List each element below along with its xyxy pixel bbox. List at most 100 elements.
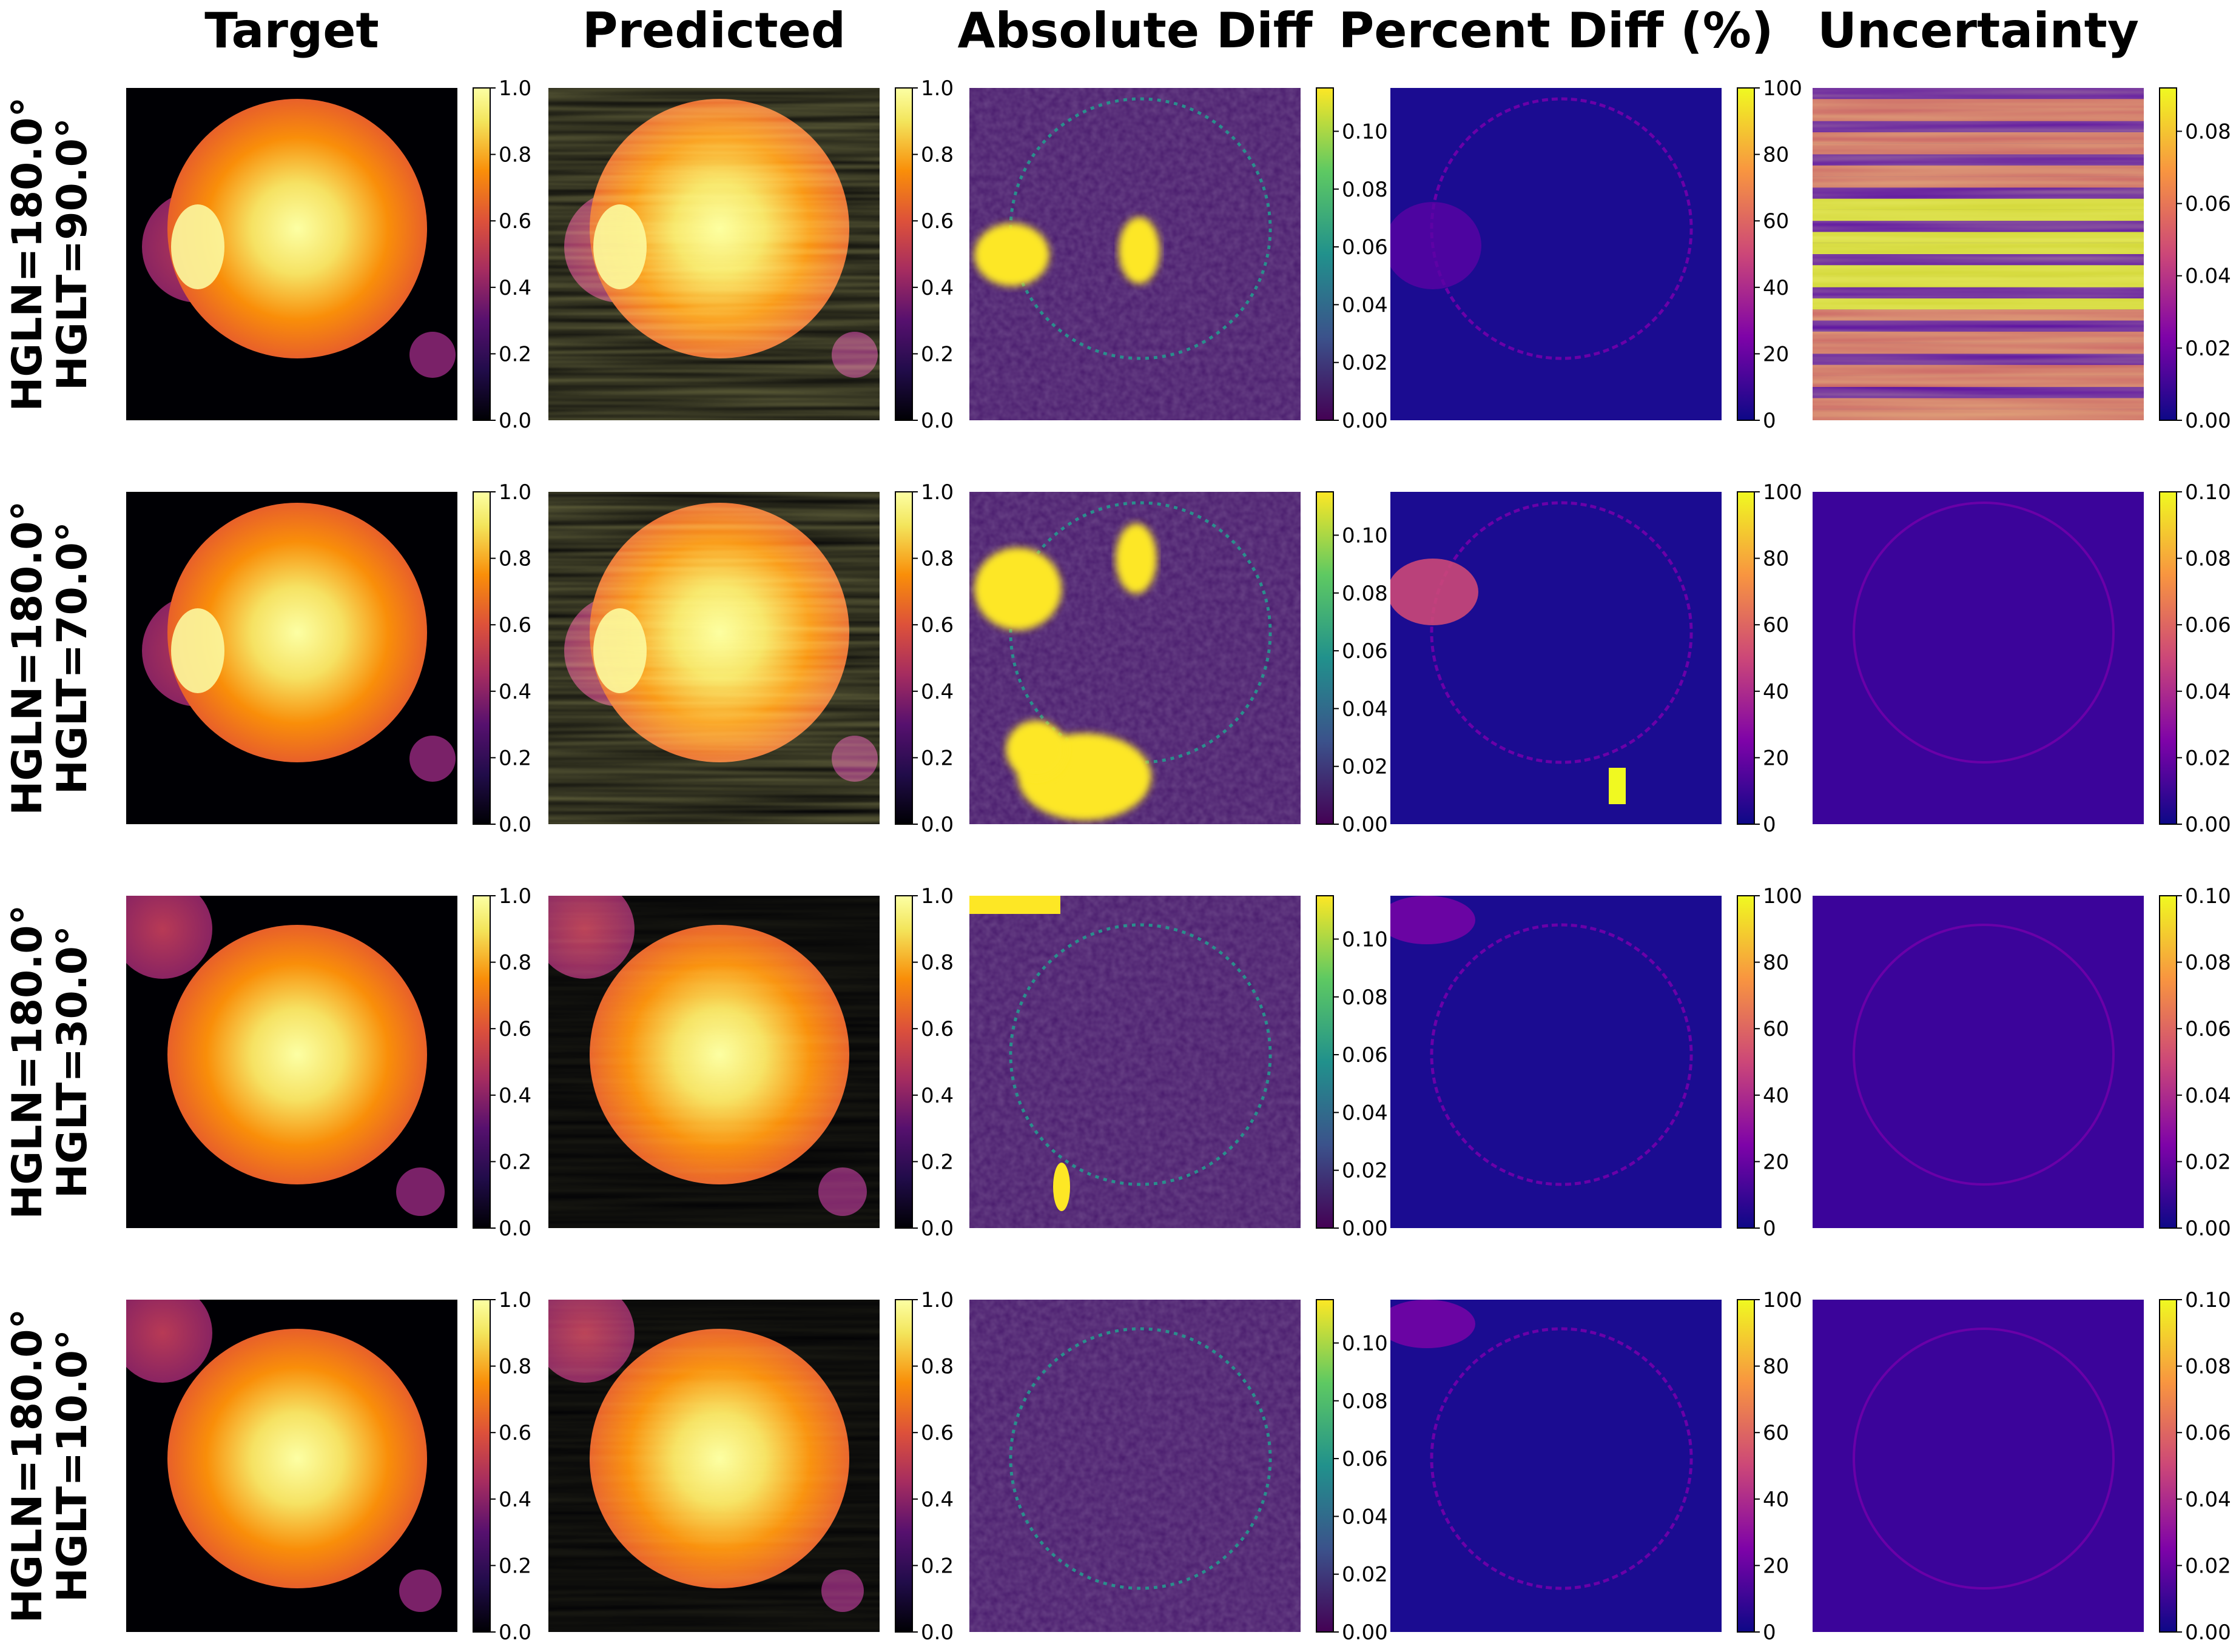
colorbar-tick-label: 0.04 <box>1342 697 1388 721</box>
colorbar: 0.00 0.02 0.04 0.06 0.08 0.10 <box>2159 480 2231 837</box>
error-blob <box>1116 523 1157 594</box>
colorbar-gradient <box>2159 895 2177 1229</box>
row-label-hgln: HGLN=180.0° <box>4 904 52 1219</box>
limb-ring <box>1430 923 1693 1186</box>
colorbar-tick-label: 0.10 <box>1342 927 1388 952</box>
colorbar-tick-label: 0.08 <box>1342 1389 1388 1414</box>
colorbar-tick-label: 0.6 <box>921 613 954 637</box>
panel-r1-c1: 0.0 0.2 0.4 0.6 0.8 1.0 <box>126 76 531 433</box>
colorbar-tick-label: 0.2 <box>921 746 954 770</box>
colorbar-tick-label: 0.0 <box>499 813 531 837</box>
error-blob <box>974 548 1062 630</box>
colorbar-tick-label: 0.0 <box>921 813 954 837</box>
row-label-hgln: HGLN=180.0° <box>4 96 52 411</box>
colorbar-tick-label: 40 <box>1763 1084 1789 1108</box>
colorbar-gradient <box>2159 1299 2177 1633</box>
colorbar: 0.0 0.2 0.4 0.6 0.8 1.0 <box>473 76 531 433</box>
colorbar-tick-label: 0.0 <box>921 1620 954 1645</box>
colorbar-tick-label: 40 <box>1763 1488 1789 1512</box>
colorbar-tick-label: 0.8 <box>921 1355 954 1379</box>
colorbar-tick-label: 0.02 <box>2185 1554 2231 1578</box>
column-title-3: Absolute Diff <box>957 2 1313 59</box>
colorbar: 0.0 0.2 0.4 0.6 0.8 1.0 <box>473 1288 531 1645</box>
colorbar: 0.00 0.02 0.04 0.06 0.08 0.10 <box>1316 87 1388 433</box>
heatmap-background <box>1390 896 1722 1228</box>
colorbar-tick-label: 0.4 <box>499 1084 531 1108</box>
panel-r3-c2: 0.0 0.2 0.4 0.6 0.8 1.0 <box>548 884 954 1241</box>
colorbar-tick-label: 0.10 <box>2185 1288 2231 1312</box>
colorbar-tick-label: 100 <box>1763 884 1802 908</box>
difference-region <box>1390 896 1475 944</box>
colorbar-tick-label: 0 <box>1763 1620 1776 1645</box>
colorbar-tick-label: 0.00 <box>2185 1217 2231 1241</box>
uncertainty-field <box>1813 896 2144 1228</box>
colorbar-tick-label: 0.04 <box>2185 1084 2231 1108</box>
colorbar-gradient <box>473 87 491 421</box>
colorbar: 0.0 0.2 0.4 0.6 0.8 1.0 <box>473 884 531 1241</box>
panel-r3-c4: 0 20 40 60 80 100 <box>1390 884 1802 1241</box>
colorbar-tick-label: 0.02 <box>1342 351 1388 375</box>
panel-r2-c5: 0.00 0.02 0.04 0.06 0.08 0.10 <box>1813 480 2231 837</box>
colorbar-tick-label: 0.02 <box>2185 746 2231 770</box>
colorbar-tick-label: 0.08 <box>2185 1355 2231 1379</box>
difference-region <box>1390 1300 1475 1348</box>
colorbar-tick-label: 0.4 <box>499 680 531 704</box>
limb-ring <box>1853 924 2115 1186</box>
colorbar-tick-label: 0.04 <box>2185 680 2231 704</box>
colorbar-tick-label: 0.6 <box>499 1017 531 1041</box>
colorbar: 0.0 0.2 0.4 0.6 0.8 1.0 <box>895 884 954 1241</box>
colorbar-tick-label: 0.08 <box>2185 951 2231 975</box>
panel-r4-c3: 0.00 0.02 0.04 0.06 0.08 0.10 <box>969 1299 1388 1645</box>
colorbar-tick-label: 100 <box>1763 480 1802 505</box>
panel-r2-c3: 0.00 0.02 0.04 0.06 0.08 0.10 <box>969 491 1388 837</box>
limb-ring <box>1009 1327 1272 1590</box>
colorbar-tick-label: 0.02 <box>1342 755 1388 779</box>
colorbar-tick-label: 0.10 <box>1342 523 1388 548</box>
colorbar-tick-label: 0.00 <box>1342 1217 1388 1241</box>
panel-r3-c3: 0.00 0.02 0.04 0.06 0.08 0.10 <box>969 895 1388 1241</box>
colorbar-tick-label: 80 <box>1763 143 1789 167</box>
colorbar-gradient <box>473 491 491 825</box>
secondary-source <box>126 896 212 979</box>
colorbar-tick-label: 20 <box>1763 342 1789 366</box>
colorbar-tick-label: 0.00 <box>2185 409 2231 433</box>
colorbar: 0.0 0.2 0.4 0.6 0.8 1.0 <box>895 76 954 433</box>
colorbar-tick-label: 0.06 <box>1342 235 1388 260</box>
colorbar-gradient <box>1737 491 1755 825</box>
sun-disk <box>167 503 427 762</box>
colorbar-gradient <box>895 895 913 1229</box>
colorbar-tick-label: 0 <box>1763 1217 1776 1241</box>
uncertainty-field <box>1813 492 2144 824</box>
colorbar-tick-label: 0.6 <box>499 209 531 233</box>
colorbar-tick-label: 40 <box>1763 276 1789 300</box>
prediction-artifacts <box>548 896 880 1228</box>
sun-disk <box>167 99 427 358</box>
sun-disk <box>167 1329 427 1588</box>
colorbar-tick-label: 0.2 <box>921 342 954 366</box>
colorbar: 0.00 0.02 0.04 0.06 0.08 0.10 <box>1316 1299 1388 1645</box>
colorbar-tick-label: 0.00 <box>1342 1620 1388 1645</box>
column-title-2: Predicted <box>582 2 846 59</box>
colorbar-tick-label: 0 <box>1763 409 1776 433</box>
colorbar-gradient <box>473 1299 491 1633</box>
row-label-4: HGLN=180.0°HGLT=10.0° <box>4 1308 96 1623</box>
colorbar-tick-label: 1.0 <box>921 76 954 101</box>
colorbar-tick-label: 0.2 <box>499 1150 531 1174</box>
colorbar-tick-label: 0.6 <box>921 1017 954 1041</box>
bright-spot <box>171 608 224 693</box>
colorbar-tick-label: 60 <box>1763 1017 1789 1041</box>
colorbar-tick-label: 0.8 <box>921 951 954 975</box>
colorbar-tick-label: 0.02 <box>1342 1159 1388 1183</box>
colorbar-tick-label: 0.6 <box>499 613 531 637</box>
colorbar-tick-label: 0.2 <box>499 746 531 770</box>
colorbar-gradient <box>1316 895 1334 1229</box>
colorbar-tick-label: 0.10 <box>1342 119 1388 144</box>
noise-texture <box>969 1300 1301 1632</box>
colorbar-tick-label: 0.2 <box>921 1150 954 1174</box>
uncertainty-field <box>1813 1300 2144 1632</box>
colorbar-tick-label: 0.02 <box>2185 1150 2231 1174</box>
error-blob <box>1006 720 1066 779</box>
colorbar: 0.00 0.02 0.04 0.06 0.08 0.10 <box>2159 1288 2231 1645</box>
colorbar-tick-label: 0.02 <box>1342 1563 1388 1587</box>
row-label-3: HGLN=180.0°HGLT=30.0° <box>4 904 96 1219</box>
